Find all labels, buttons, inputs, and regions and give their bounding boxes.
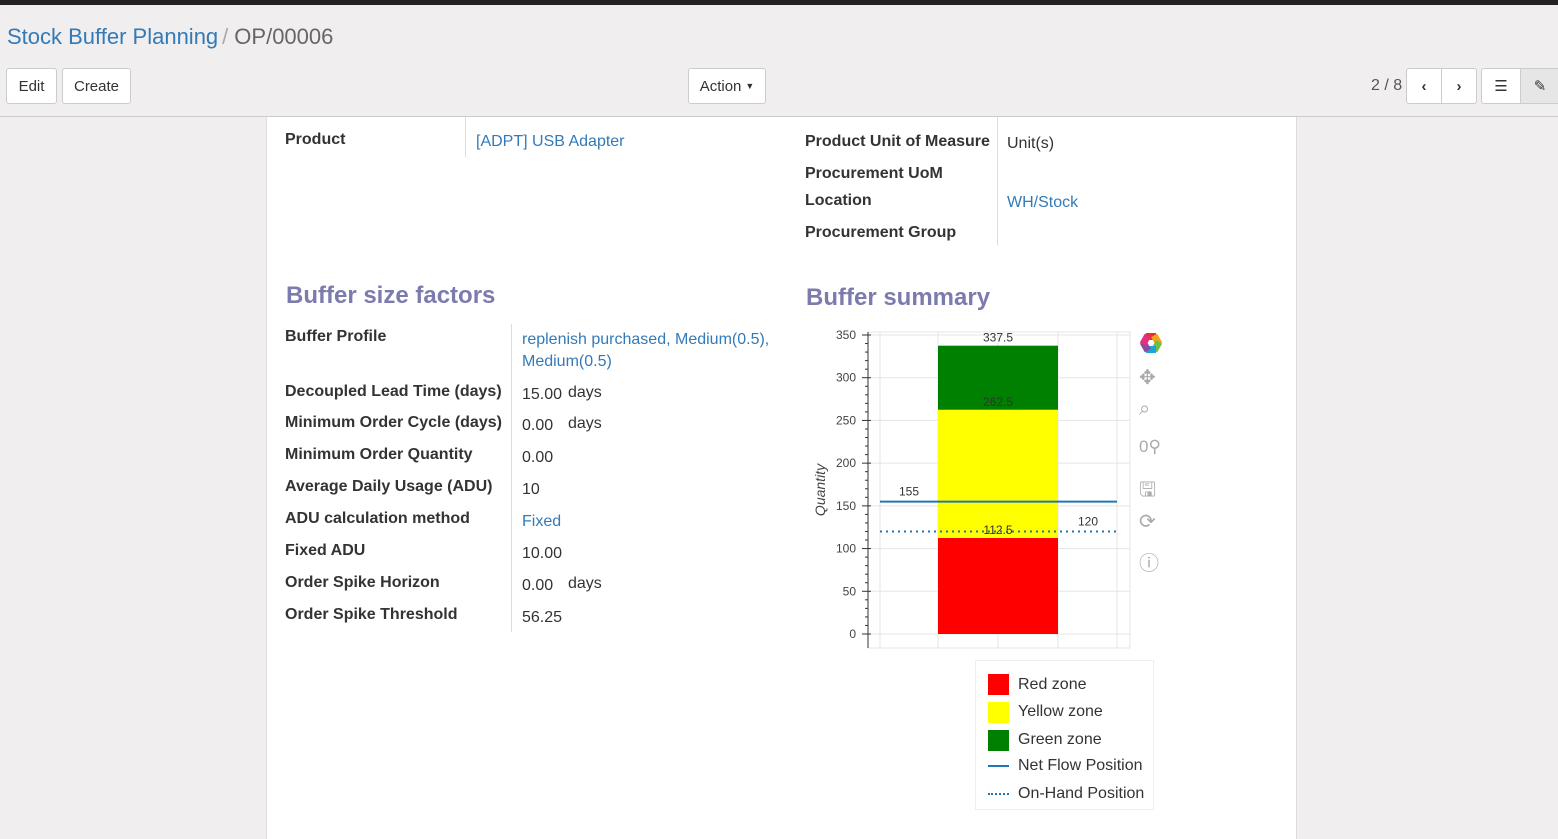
- factor-label: Decoupled Lead Time (days): [285, 383, 502, 400]
- location-label: Location: [805, 192, 872, 209]
- factor-value[interactable]: replenish purchased, Medium(0.5),: [522, 331, 770, 348]
- factor-value: 56.25: [522, 609, 563, 626]
- proc-group-label: Procurement Group: [805, 224, 957, 241]
- factor-value: 10: [522, 481, 540, 498]
- buffer-factors-title: Buffer size factors: [286, 282, 496, 309]
- legend-swatch: [988, 701, 1009, 723]
- prev-record-button[interactable]: ‹: [1406, 68, 1442, 104]
- factor-value[interactable]: Fixed: [522, 513, 562, 530]
- breadcrumb-current: OP/00006: [234, 24, 334, 49]
- divider: [997, 117, 998, 245]
- legend-item: Green zone: [988, 729, 1102, 751]
- next-record-button[interactable]: ›: [1441, 68, 1477, 104]
- legend-item: Red zone: [988, 674, 1087, 695]
- legend-line-swatch: [988, 765, 1009, 768]
- pager-value: 2 / 8: [1371, 77, 1403, 94]
- factor-value: 0.00: [522, 577, 554, 594]
- legend-label: Net Flow Position: [1018, 757, 1143, 775]
- product-label: Product: [285, 131, 346, 148]
- legend-label: Yellow zone: [1018, 703, 1103, 721]
- action-label: Action: [699, 77, 742, 95]
- legend-label: On-Hand Position: [1018, 785, 1145, 803]
- create-button[interactable]: Create: [62, 68, 131, 104]
- factor-value: 10.00: [522, 545, 563, 562]
- list-icon: ☰: [1494, 78, 1508, 95]
- legend-item: On-Hand Position: [988, 785, 1144, 803]
- factor-unit: days: [568, 575, 602, 592]
- uom-label: Product Unit of Measure: [805, 133, 990, 150]
- top-bar: [0, 0, 1558, 5]
- bokeh-logo-icon: [1139, 331, 1163, 361]
- location-link[interactable]: WH/Stock: [1007, 194, 1079, 211]
- factor-value-cont[interactable]: Medium(0.5): [522, 353, 612, 370]
- uom-value: Unit(s): [1007, 135, 1055, 152]
- factor-label: Fixed ADU: [285, 542, 366, 559]
- legend-swatch: [988, 729, 1009, 751]
- factor-label: Order Spike Threshold: [285, 606, 458, 623]
- factor-unit: days: [568, 415, 602, 432]
- product-link[interactable]: [ADPT] USB Adapter: [476, 133, 625, 150]
- legend-item: Net Flow Position: [988, 757, 1143, 775]
- list-view-button[interactable]: ☰: [1481, 68, 1521, 104]
- factor-label: Minimum Order Quantity: [285, 446, 473, 463]
- reset-tool-icon[interactable]: ⟳: [1139, 511, 1156, 533]
- buffer-summary-title: Buffer summary: [806, 284, 991, 311]
- chevron-left-icon: ‹: [1421, 77, 1427, 95]
- factor-label: Order Spike Horizon: [285, 574, 440, 591]
- breadcrumb-parent[interactable]: Stock Buffer Planning: [7, 24, 219, 49]
- factor-value: 0.00: [522, 449, 554, 466]
- pan-tool-icon[interactable]: ✥: [1139, 367, 1156, 389]
- caret-down-icon: ▼: [745, 81, 755, 91]
- breadcrumb: Stock Buffer Planning / OP/00006: [7, 24, 334, 49]
- chevron-right-icon: ›: [1456, 77, 1462, 95]
- divider: [511, 324, 512, 632]
- legend-label: Green zone: [1018, 731, 1102, 749]
- box-zoom-tool-icon[interactable]: ⌕: [1139, 398, 1151, 420]
- form-view-button[interactable]: ✎: [1520, 68, 1558, 104]
- proc-uom-label: Procurement UoM: [805, 165, 943, 182]
- factor-label: ADU calculation method: [285, 510, 470, 527]
- wheel-zoom-tool-icon[interactable]: 0⚲: [1139, 437, 1161, 456]
- legend-item: Yellow zone: [988, 701, 1103, 723]
- chart-legend: Red zone Yellow zone Green zone Net Flow Po…: [975, 660, 1154, 810]
- factor-label: Average Daily Usage (ADU): [285, 478, 493, 495]
- legend-swatch: [988, 674, 1009, 695]
- legend-label: Red zone: [1018, 675, 1087, 693]
- edit-icon: ✎: [1533, 78, 1547, 95]
- factor-label: Minimum Order Cycle (days): [285, 414, 502, 431]
- edit-button[interactable]: Edit: [6, 68, 57, 104]
- control-panel: Stock Buffer Planning / OP/00006 Edit Crea…: [0, 5, 1558, 117]
- help-tool-icon[interactable]: ⓘ: [1139, 553, 1159, 575]
- save-tool-icon[interactable]: 🖫: [1139, 479, 1157, 501]
- legend-line-swatch: [988, 793, 1009, 796]
- factor-value: 0.00: [522, 417, 554, 434]
- factor-label: Buffer Profile: [285, 328, 387, 345]
- action-dropdown[interactable]: Action ▼: [688, 68, 766, 104]
- factor-value: 15.00: [522, 386, 563, 403]
- divider: [465, 117, 466, 157]
- factor-unit: days: [568, 384, 602, 401]
